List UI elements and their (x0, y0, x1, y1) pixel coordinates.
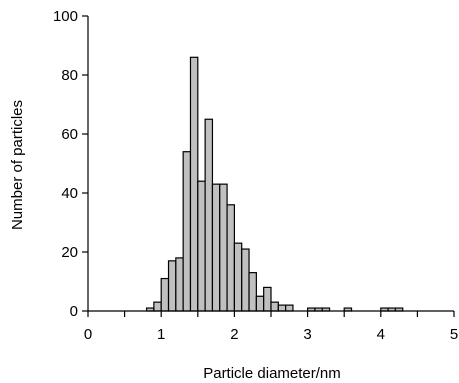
x-axis-title: Particle diameter/nm (203, 365, 341, 382)
histogram-bar (277, 304, 287, 312)
x-tick-label: 5 (450, 326, 458, 343)
histogram-bar (255, 295, 265, 312)
histogram-bar (160, 277, 170, 312)
histogram-bar (167, 260, 177, 312)
histogram-bar (189, 56, 199, 312)
y-tick-label: 0 (70, 303, 78, 320)
histogram-bar (219, 183, 228, 312)
x-tick-label: 0 (84, 326, 92, 343)
histogram-bar (285, 304, 294, 312)
histogram-bar (182, 151, 192, 312)
histogram-bar (226, 204, 236, 312)
histogram-bar (233, 242, 243, 312)
y-tick-label: 40 (61, 185, 78, 202)
y-tick-label: 20 (61, 244, 78, 261)
y-tick-label: 60 (61, 126, 78, 143)
x-tick-label: 2 (230, 326, 238, 343)
y-axis-title: Number of particles (9, 100, 26, 230)
histogram-bar (153, 301, 162, 312)
axes-layer (82, 15, 455, 317)
histogram-bar (197, 180, 206, 312)
histogram-bar (270, 301, 279, 312)
histogram-bar (263, 286, 272, 312)
bars-layer (145, 56, 404, 312)
histogram-bar (241, 248, 250, 312)
y-tick-label: 80 (61, 67, 78, 84)
labels-layer: 0 20 40 60 80 100 0 1 2 3 4 5 (53, 8, 458, 343)
x-tick-label: 1 (157, 326, 165, 343)
y-tick-label: 100 (53, 8, 78, 25)
x-tick-label: 4 (377, 326, 385, 343)
histogram-bar (204, 118, 214, 312)
histogram-bar (175, 257, 184, 312)
x-tick-label: 3 (303, 326, 311, 343)
histogram-bar (248, 272, 257, 312)
histogram-bar (211, 183, 221, 312)
